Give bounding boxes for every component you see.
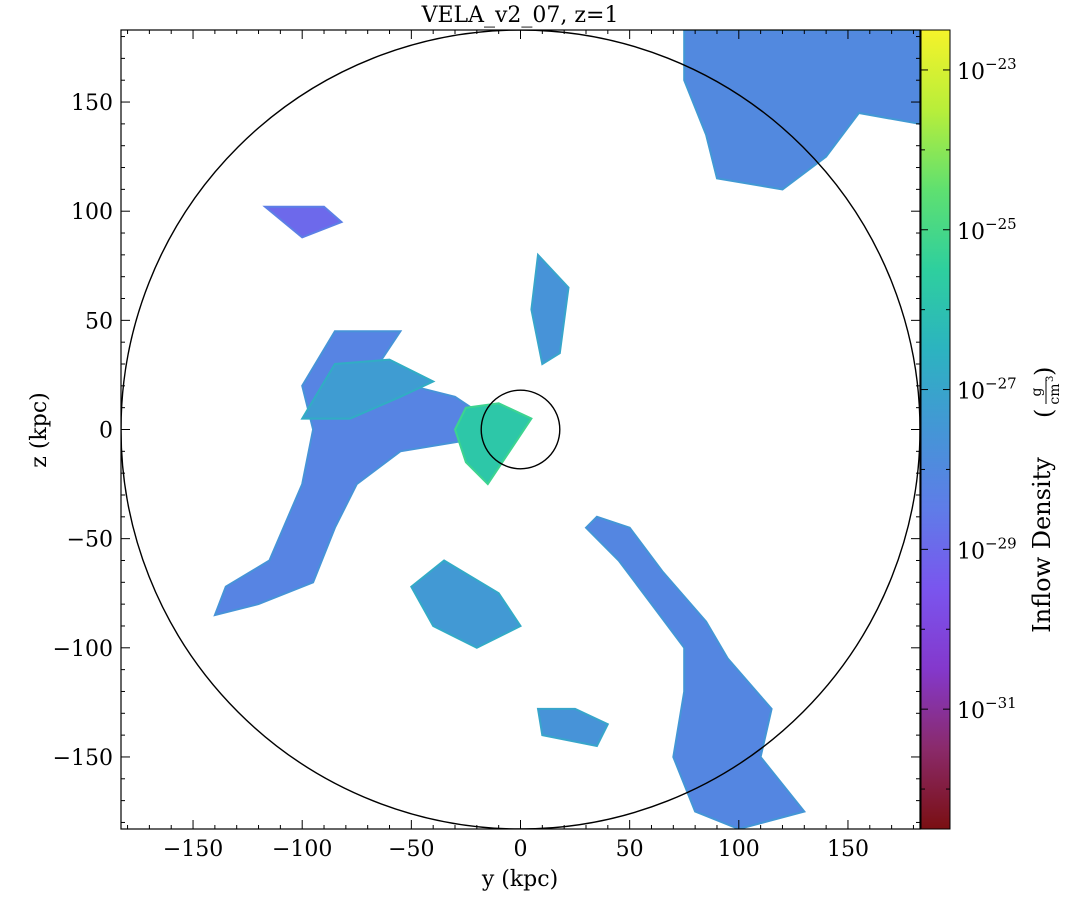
reference-circles: [121, 30, 920, 829]
chart-title: VELA_v2_07, z=1: [421, 3, 619, 28]
colorbar-tick-label: 10−27: [957, 375, 1017, 405]
x-tick-label: 100: [718, 837, 760, 862]
colorbar: [920, 29, 951, 830]
x-axis-label: y (kpc): [481, 867, 558, 892]
x-tick-label: 150: [827, 837, 869, 862]
colorbar-tick-label: 10−31: [957, 694, 1017, 724]
axis-ticks: −150 −100 −50 0 50 100 150 −150 −100 −50 0 50 100 150: [53, 30, 920, 862]
y-tick-label: 50: [85, 309, 113, 334]
density-structure-3: [584, 515, 807, 829]
density-structure-8: [536, 707, 610, 748]
colorbar-unit-open-paren: (: [1030, 409, 1058, 418]
density-structure-1: [300, 358, 436, 420]
colorbar-tick-label: 10−23: [957, 55, 1017, 85]
density-structure-4: [683, 30, 920, 191]
y-tick-label: −150: [53, 746, 113, 771]
colorbar-label-group: Inflow Density ( g cm 3 ): [1028, 367, 1063, 633]
density-structure-6: [410, 559, 522, 649]
x-tick-label: −50: [388, 837, 434, 862]
x-tick-label: −150: [163, 837, 223, 862]
colorbar-unit-numerator: g: [1029, 387, 1045, 396]
density-structure-5: [530, 252, 570, 366]
y-tick-label: −50: [67, 528, 113, 553]
reference-circle-1: [480, 389, 561, 470]
x-tick-label: 0: [514, 837, 528, 862]
colorbar-label: Inflow Density: [1028, 457, 1056, 633]
y-tick-label: 150: [71, 91, 113, 116]
colorbar-unit-denominator: cm: [1047, 383, 1063, 404]
y-axis-label: z (kpc): [27, 392, 52, 468]
x-tick-label: −100: [272, 837, 332, 862]
y-tick-label: 0: [99, 419, 113, 444]
density-structure-7: [262, 205, 344, 239]
colorbar-tick-label: 10−25: [957, 215, 1017, 245]
colorbar-tick-label: 10−29: [957, 534, 1017, 564]
y-tick-label: −100: [53, 637, 113, 662]
density-structure-2: [453, 402, 533, 486]
colorbar-unit-close-paren: ): [1030, 367, 1058, 376]
colorbar-unit-denominator-exponent: 3: [1045, 376, 1056, 382]
density-structures: [213, 30, 920, 829]
y-tick-label: 100: [71, 200, 113, 225]
x-tick-label: 50: [616, 837, 644, 862]
